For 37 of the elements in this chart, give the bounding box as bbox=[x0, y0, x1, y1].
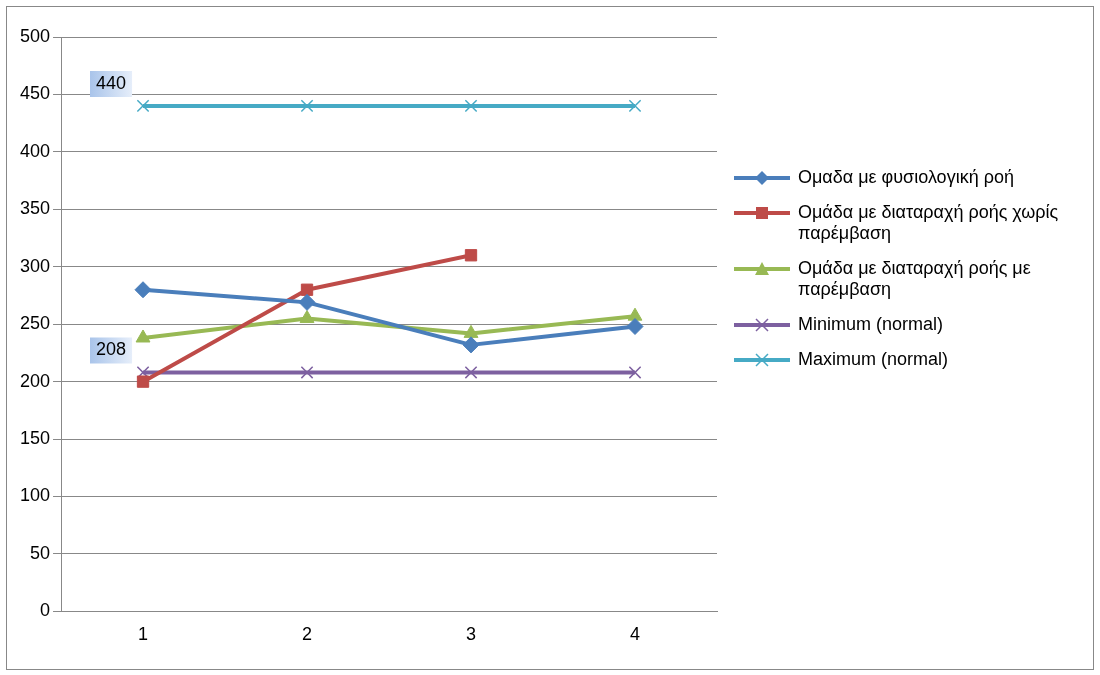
y-tick-label: 300 bbox=[19, 255, 51, 276]
point bbox=[135, 329, 151, 343]
point bbox=[626, 318, 644, 335]
y-tick-label: 50 bbox=[30, 542, 51, 563]
y-tick-label: 400 bbox=[19, 140, 51, 161]
point bbox=[134, 281, 152, 299]
data-label: 208 bbox=[96, 339, 127, 360]
point bbox=[300, 99, 314, 113]
point bbox=[300, 283, 314, 296]
point bbox=[464, 249, 478, 262]
point bbox=[464, 366, 478, 379]
x-tick-label: 4 bbox=[630, 624, 641, 645]
y-tick-label: 150 bbox=[19, 428, 51, 449]
x-tick-label: 1 bbox=[138, 624, 149, 645]
y-tick-label: 450 bbox=[19, 83, 51, 104]
y-tick-label: 200 bbox=[19, 370, 51, 391]
point bbox=[462, 336, 480, 354]
y-tick-label: 350 bbox=[19, 198, 51, 219]
legend-label: Ομάδα με διαταραχή ροής με παρέμβαση bbox=[798, 258, 1032, 300]
point bbox=[136, 99, 150, 113]
y-tick-label: 0 bbox=[40, 600, 51, 621]
legend-label: Maximum (normal) bbox=[798, 349, 949, 370]
point bbox=[628, 366, 642, 379]
x-tick-label: 2 bbox=[302, 624, 313, 645]
point bbox=[136, 375, 150, 388]
legend-label: Ομαδα με φυσιολογική ροή bbox=[798, 167, 1014, 188]
point bbox=[628, 99, 642, 113]
legend-label: Minimum (normal) bbox=[798, 314, 944, 335]
legend-label: Ομάδα με διαταραχή ροής χωρίς παρέμβαση bbox=[798, 202, 1060, 244]
data-label: 440 bbox=[96, 72, 127, 93]
point bbox=[298, 293, 316, 311]
y-tick-label: 500 bbox=[19, 25, 51, 46]
point bbox=[300, 366, 314, 379]
y-tick-label: 100 bbox=[19, 485, 51, 506]
x-tick-label: 3 bbox=[466, 624, 477, 645]
point bbox=[464, 99, 478, 113]
y-tick-label: 250 bbox=[19, 313, 51, 334]
